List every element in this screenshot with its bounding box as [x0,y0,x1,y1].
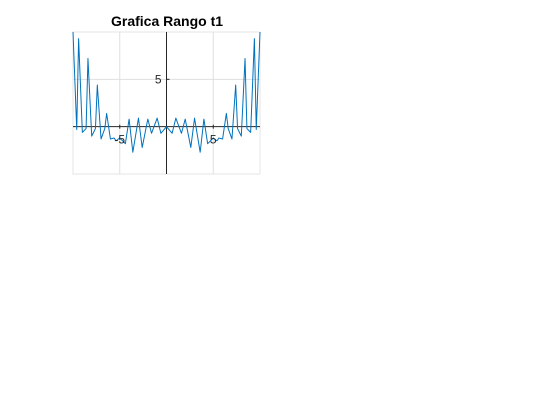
series-group [72,31,261,153]
series-line [72,31,261,153]
x-tick-label: 5 [210,133,217,147]
x-tick-label: -5 [114,133,125,147]
tick-labels: -5 5 5 [114,72,216,146]
chart-title: Grafica Rango t1 [111,13,223,29]
y-tick-label: 5 [155,72,162,86]
